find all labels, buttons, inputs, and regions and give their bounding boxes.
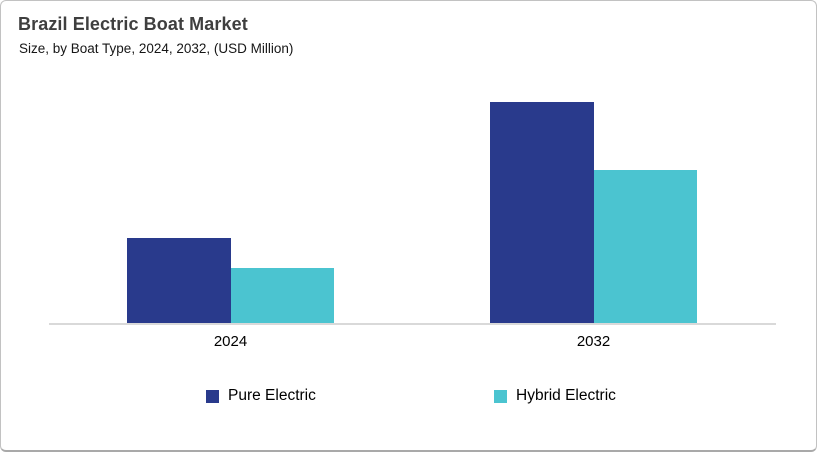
- legend-item-pure-electric: Pure Electric: [206, 387, 316, 405]
- chart-subtitle: Size, by Boat Type, 2024, 2032, (USD Mil…: [19, 41, 294, 56]
- plot-area: [1, 1, 816, 323]
- x-axis-label-2024: 2024: [213, 333, 248, 350]
- legend-item-hybrid-electric: Hybrid Electric: [494, 387, 616, 405]
- bar-hybrid-electric-2024: [230, 268, 334, 323]
- chart-title: Brazil Electric Boat Market: [18, 14, 248, 34]
- bar-pure-electric-2032: [490, 102, 594, 323]
- x-axis-label-2032: 2032: [576, 333, 611, 350]
- bar-hybrid-electric-2032: [593, 170, 697, 323]
- legend-label-hybrid-electric: Hybrid Electric: [516, 387, 616, 404]
- legend-swatch-pure-electric: [206, 389, 219, 403]
- legend-swatch-hybrid-electric: [494, 389, 507, 403]
- bar-pure-electric-2024: [127, 238, 231, 323]
- legend-label-pure-electric: Pure Electric: [228, 387, 316, 404]
- legend: Pure Electric Hybrid Electric: [1, 387, 816, 407]
- x-axis-line: [49, 323, 776, 325]
